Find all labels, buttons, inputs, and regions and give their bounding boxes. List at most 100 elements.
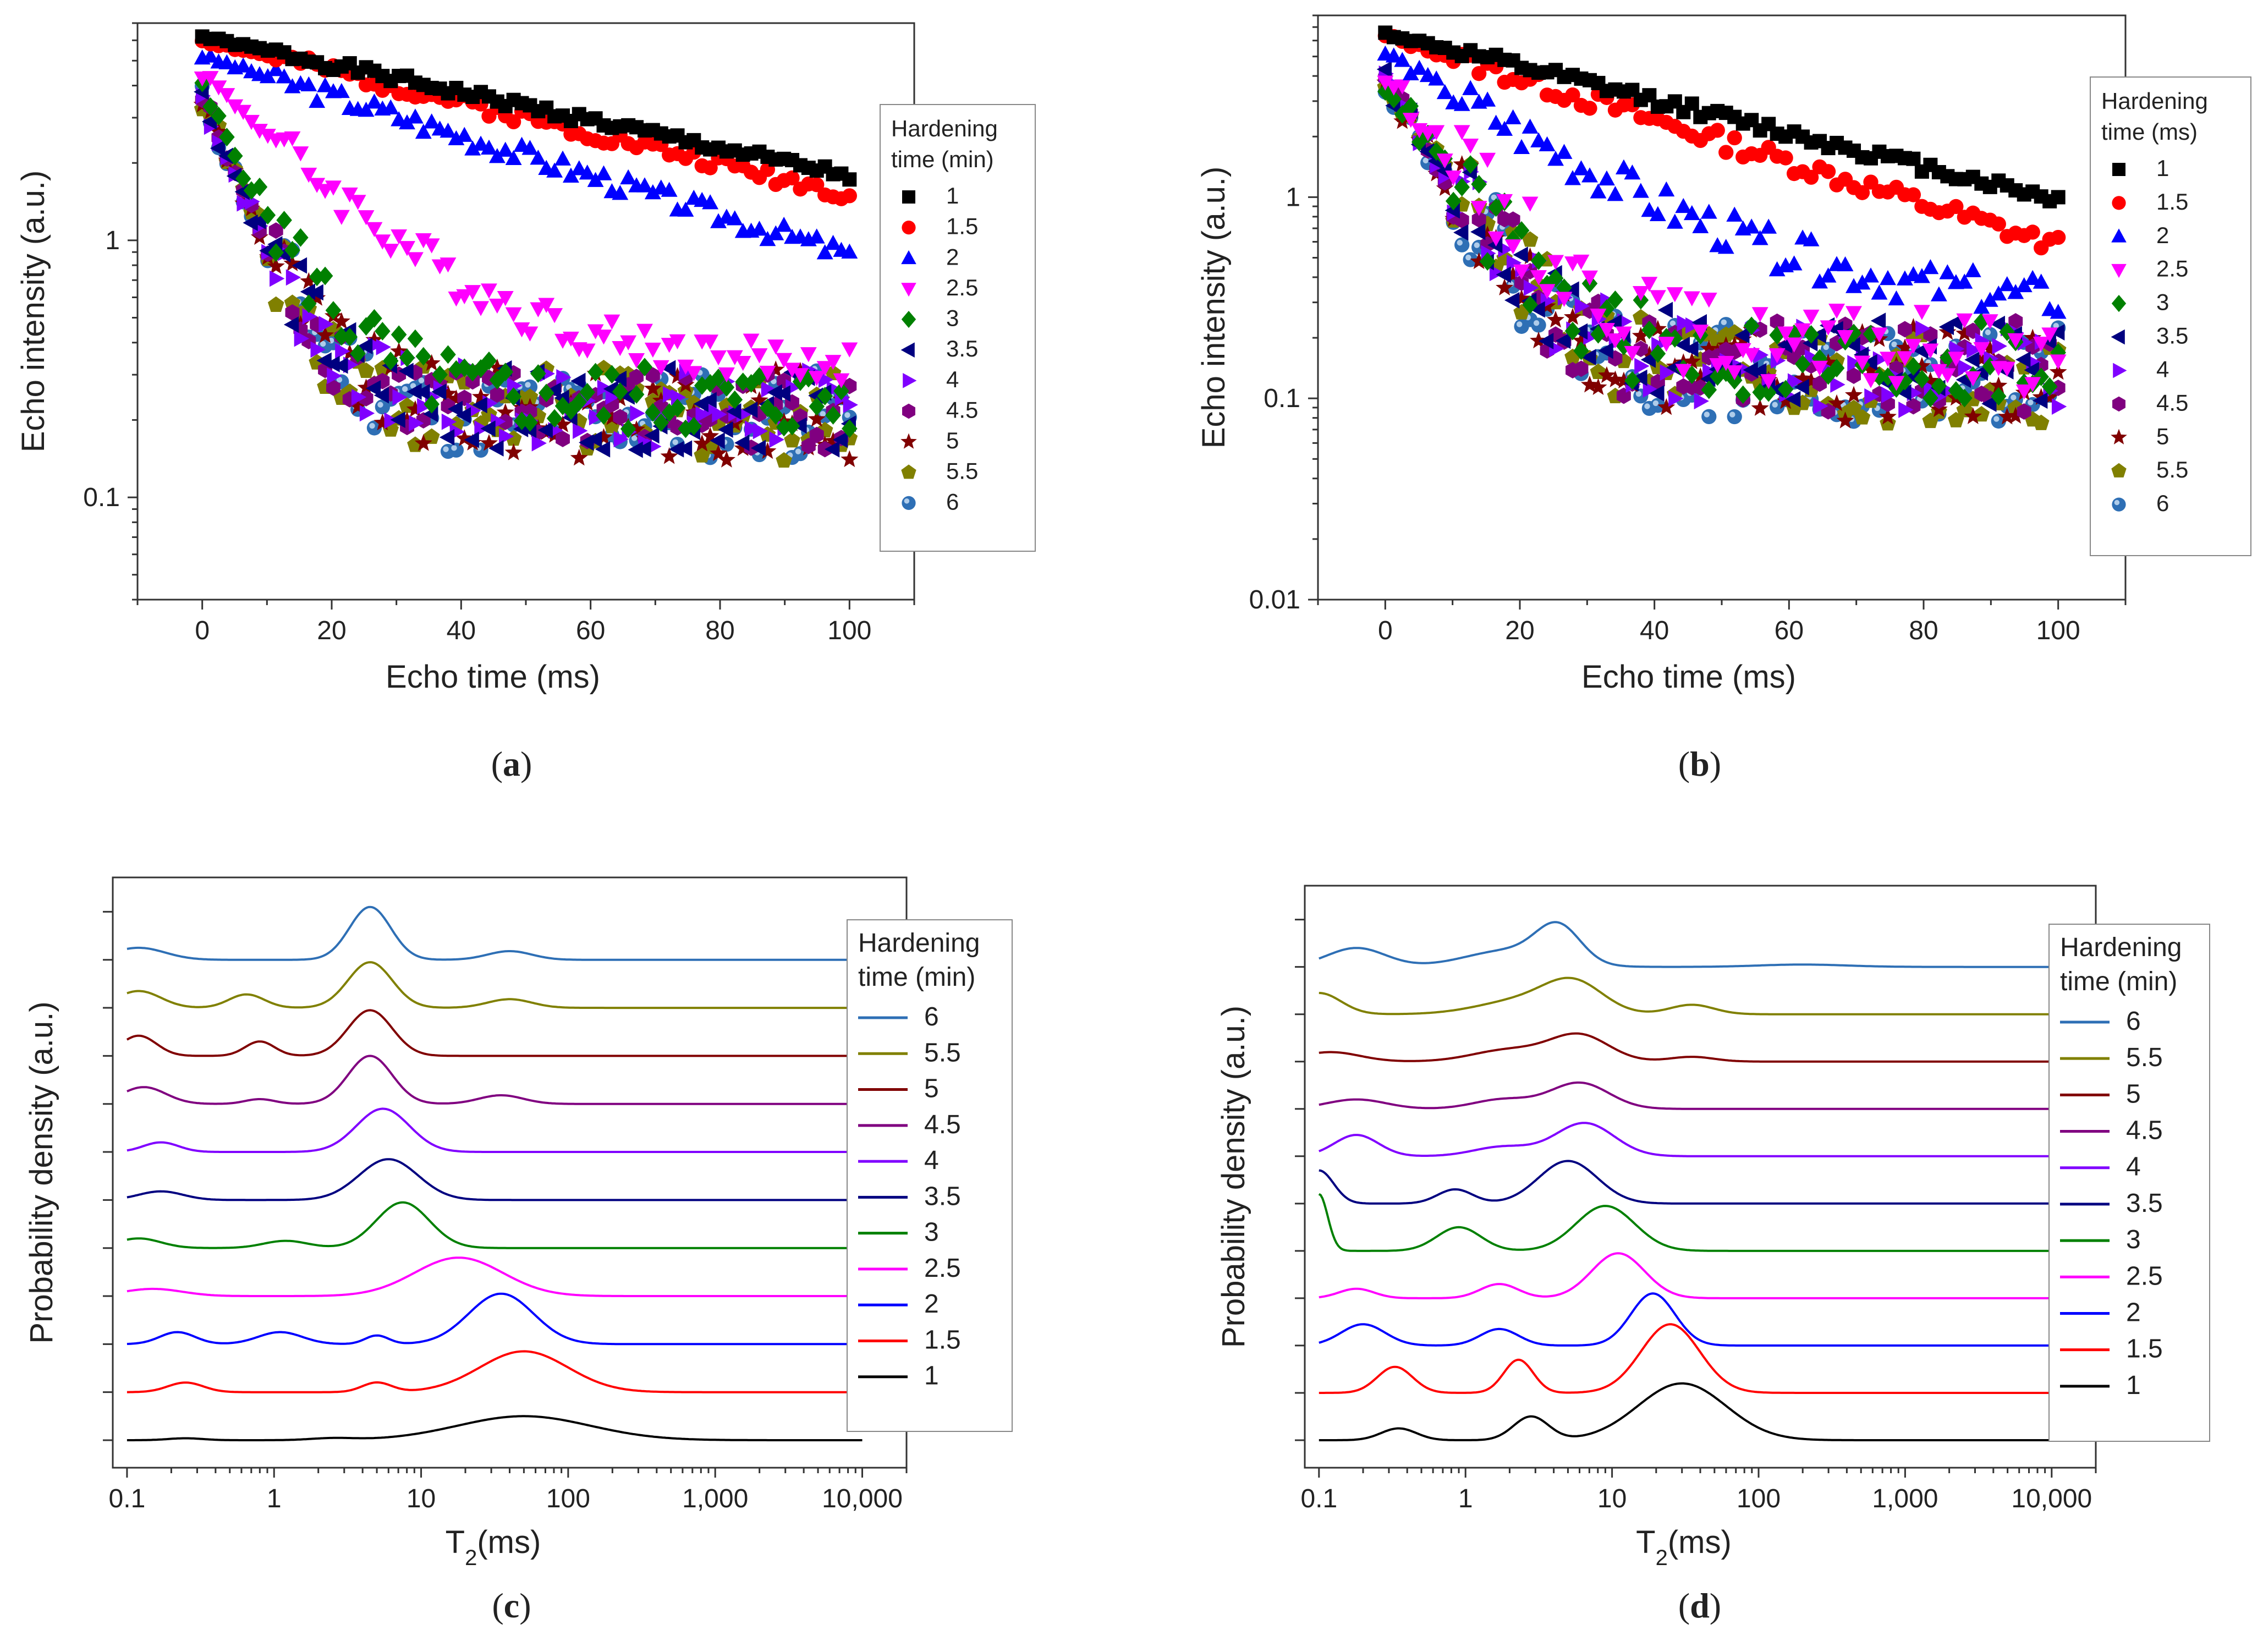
point-b-5 (1563, 308, 1582, 325)
point-a-3.5 (628, 441, 643, 458)
point-b-2 (1624, 164, 1641, 180)
point-a-2.5 (399, 241, 415, 256)
point-a-3.5 (775, 385, 790, 402)
point-a-2 (333, 83, 350, 98)
point-b-3 (1760, 383, 1777, 402)
point-b-3 (1973, 312, 1990, 331)
legend-title-a: Hardening (891, 116, 998, 141)
point-a-5 (734, 439, 752, 456)
point-a-2 (259, 68, 276, 84)
point-b-3 (1547, 268, 1564, 288)
legend-label-a-1: 1 (946, 183, 959, 208)
point-b-3 (1650, 344, 1666, 363)
point-a-5 (447, 389, 465, 407)
point-b-3 (1428, 142, 1444, 161)
point-a-2 (759, 230, 776, 246)
point-b-2.5 (1896, 351, 1913, 366)
point-b-3.5 (2024, 361, 2039, 378)
point-b-4 (1634, 358, 1650, 375)
point-b-4.5 (1574, 360, 1589, 377)
point-b-2 (1504, 109, 1522, 124)
point-a-3.5 (407, 383, 422, 400)
point-b-2 (1658, 181, 1675, 197)
point-b-3 (1641, 320, 1657, 339)
point-a-2 (595, 165, 612, 180)
point-a-3.5 (325, 355, 340, 372)
curve-c-6 (127, 905, 863, 961)
point-a-4 (662, 386, 678, 403)
point-a-5 (668, 367, 686, 384)
point-a-2.5 (751, 348, 768, 364)
point-a-2 (521, 140, 539, 155)
point-b-3 (1556, 278, 1572, 298)
point-a-4 (573, 422, 588, 439)
legend-title-b: Hardening (2101, 88, 2208, 114)
point-a-2 (570, 160, 587, 175)
point-a-6-highlight (402, 386, 408, 392)
point-b-1.5 (2025, 224, 2040, 240)
point-a-4 (441, 413, 457, 430)
point-a-4 (417, 398, 432, 415)
point-a-2.5 (816, 361, 833, 376)
point-a-3.5 (644, 427, 660, 444)
point-b-3.5 (1981, 395, 1997, 412)
point-a-2.5 (284, 131, 301, 147)
legend-label-c-4: 4 (924, 1146, 939, 1175)
legend-marker-b-6-highlight (2114, 500, 2120, 506)
point-a-2 (488, 148, 506, 163)
point-a-3.5 (611, 370, 627, 387)
point-a-4 (597, 380, 613, 397)
point-a-3 (604, 365, 620, 384)
legend-marker-b-1 (2112, 163, 2125, 176)
curve-d-3.5 (1319, 1160, 2052, 1205)
point-a-3.5 (234, 183, 250, 200)
y-tick-label-a: 0.1 (83, 483, 120, 512)
legend-label-d-2.5: 2.5 (2126, 1261, 2163, 1291)
point-b-3 (1573, 341, 1589, 360)
point-b-2.5 (1905, 338, 1922, 354)
point-a-3 (276, 211, 292, 230)
legend-a: Hardening time (min) 1 1.5 2 2.5 3 3.5 4 4.5 5 5.5 6 (880, 104, 1036, 552)
x-tick-label-a: 40 (447, 616, 476, 645)
point-a-3.5 (472, 397, 487, 414)
point-b-2.5 (1624, 345, 1641, 361)
point-b-2 (1939, 264, 1956, 279)
point-b-2 (1573, 160, 1590, 175)
point-a-5 (390, 342, 408, 359)
point-b-3 (1488, 198, 1504, 217)
point-a-6-highlight (795, 448, 801, 454)
point-b-2.5 (1462, 138, 1479, 154)
point-a-2.5 (784, 363, 801, 378)
point-b-1 (2051, 190, 2066, 205)
point-a-2.5 (685, 366, 702, 381)
point-a-4 (285, 269, 301, 286)
point-a-2 (317, 77, 334, 92)
point-a-4 (392, 389, 408, 406)
point-b-5 (1794, 369, 1812, 387)
point-a-3.5 (668, 441, 684, 458)
point-b-5 (1819, 353, 1837, 371)
point-a-3.5 (415, 383, 430, 400)
legend-box-b (2090, 76, 2251, 556)
point-a-2.5 (734, 355, 751, 371)
point-b-3 (1743, 316, 1760, 336)
point-b-2.5 (1880, 352, 1896, 367)
point-a-4 (327, 367, 342, 385)
curve-d-5 (1319, 1032, 2052, 1063)
point-a-5 (480, 433, 498, 451)
curve-d-1.5 (1319, 1323, 2052, 1394)
point-a-2.5 (227, 99, 244, 114)
point-b-6-highlight (1669, 320, 1676, 326)
point-b-2 (1581, 167, 1598, 183)
data-points-b (1376, 25, 2067, 431)
point-b-2.5 (1973, 342, 1990, 358)
point-b-5 (1827, 394, 1846, 411)
x-tick-label-c: 1,000 (682, 1484, 748, 1513)
legend-label-a-4: 4 (946, 366, 959, 392)
point-a-3 (767, 406, 784, 425)
y-tick-label-b: 1 (1286, 183, 1300, 212)
point-a-4 (499, 428, 514, 445)
point-a-4 (769, 431, 784, 448)
point-b-6-highlight (1721, 319, 1727, 326)
point-b-2 (1556, 144, 1573, 159)
